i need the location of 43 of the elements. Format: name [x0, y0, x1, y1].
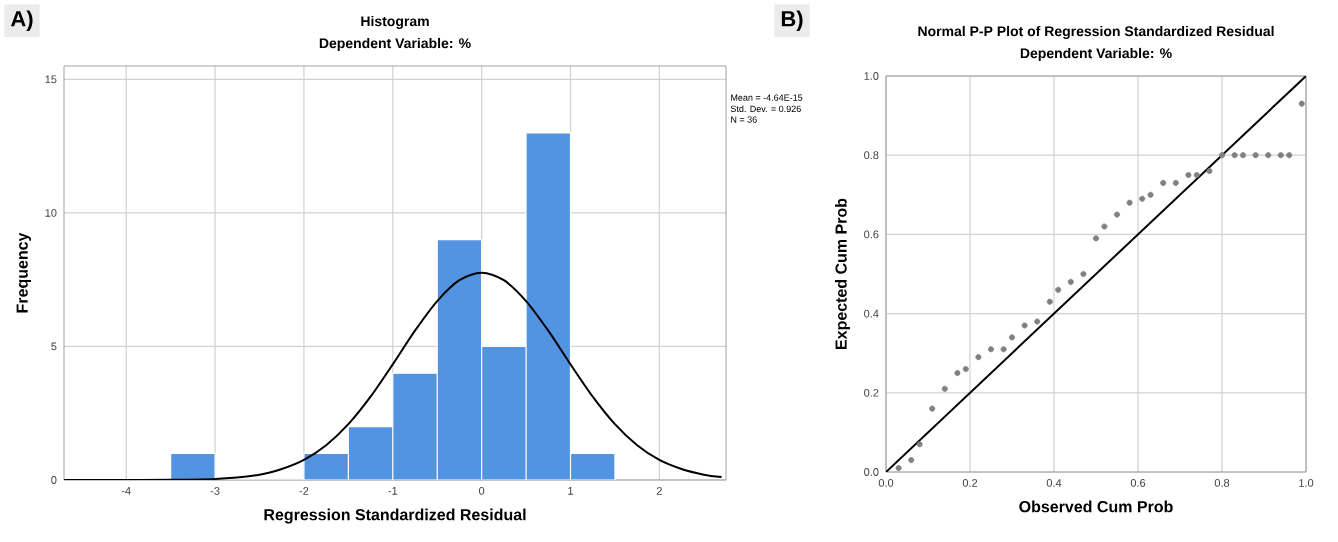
- text: A): [10, 10, 33, 31]
- point: [1009, 334, 1016, 341]
- point: [1139, 195, 1146, 202]
- point: [1021, 322, 1028, 329]
- point: [1240, 152, 1247, 159]
- y-axis-title: Expected Cum Prob: [834, 198, 850, 349]
- y-axis-title: Frequency: [16, 232, 31, 313]
- x-axis-title: Regression Standardized Residual: [264, 508, 526, 524]
- point: [1046, 298, 1053, 305]
- point: [962, 366, 969, 373]
- point: [988, 346, 995, 353]
- point: [1286, 152, 1293, 159]
- x-axis-title: Observed Cum Prob: [1019, 500, 1173, 513]
- point: [1185, 172, 1192, 178]
- point: [1034, 318, 1041, 325]
- point: [1265, 152, 1272, 159]
- point: [1219, 152, 1226, 159]
- point: [975, 354, 982, 361]
- point: [1206, 168, 1213, 175]
- line-series: [64, 271, 723, 480]
- point: [1160, 179, 1167, 186]
- point: [1080, 271, 1087, 277]
- point: [895, 465, 902, 472]
- point: [916, 441, 923, 448]
- point: [1172, 179, 1179, 186]
- point: [1067, 278, 1074, 285]
- point: [1126, 199, 1133, 206]
- point: [1277, 152, 1284, 159]
- point: [1101, 223, 1108, 230]
- point: [1231, 152, 1238, 159]
- point: [1055, 286, 1062, 293]
- point: [1252, 152, 1259, 159]
- point: [1000, 346, 1007, 353]
- point: [1093, 235, 1100, 242]
- text: B): [781, 10, 803, 31]
- point: [941, 385, 948, 392]
- point: [1298, 100, 1305, 107]
- point: [1193, 172, 1200, 178]
- point: [929, 405, 936, 412]
- point: [954, 370, 961, 376]
- point: [1147, 191, 1154, 198]
- point: [908, 457, 915, 464]
- point: [1114, 211, 1121, 218]
